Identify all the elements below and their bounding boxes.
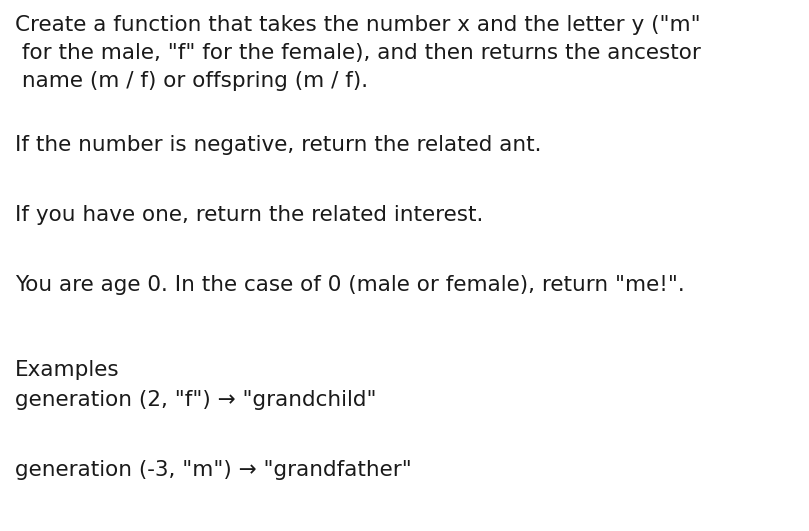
Text: Create a function that takes the number x and the letter y ("m": Create a function that takes the number … [15, 15, 701, 35]
Text: name (m / f) or offspring (m / f).: name (m / f) or offspring (m / f). [15, 71, 368, 91]
Text: You are age 0. In the case of 0 (male or female), return "me!".: You are age 0. In the case of 0 (male or… [15, 275, 684, 295]
Text: If you have one, return the related interest.: If you have one, return the related inte… [15, 205, 483, 225]
Text: Examples: Examples [15, 360, 120, 380]
Text: for the male, "f" for the female), and then returns the ancestor: for the male, "f" for the female), and t… [15, 43, 701, 63]
Text: generation (-3, "m") → "grandfather": generation (-3, "m") → "grandfather" [15, 460, 412, 480]
Text: generation (2, "f") → "grandchild": generation (2, "f") → "grandchild" [15, 390, 376, 410]
Text: If the number is negative, return the related ant.: If the number is negative, return the re… [15, 135, 541, 155]
